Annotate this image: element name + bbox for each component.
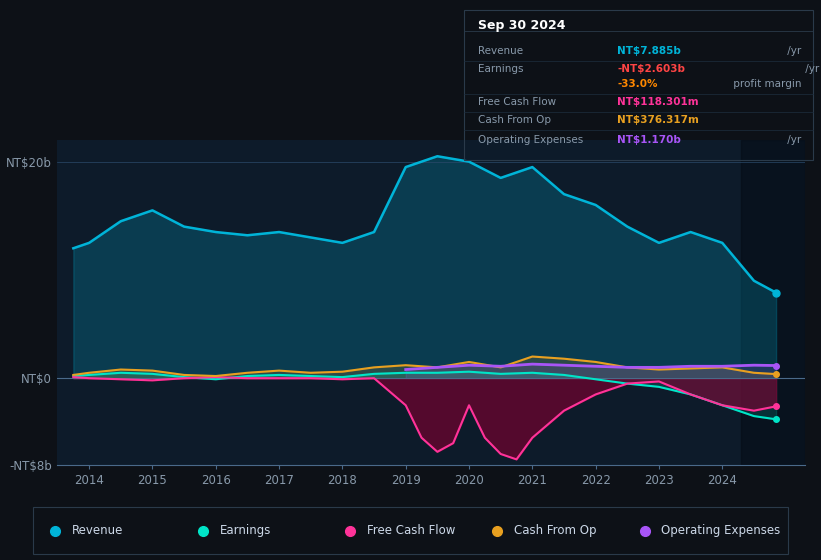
Text: Free Cash Flow: Free Cash Flow [478,97,556,108]
Text: /yr: /yr [784,135,801,145]
Text: Revenue: Revenue [478,45,523,55]
Text: NT$1.170b: NT$1.170b [617,135,681,145]
Text: Cash From Op: Cash From Op [514,524,597,537]
Text: -NT$2.603b: -NT$2.603b [617,64,686,74]
Text: NT$7.885b: NT$7.885b [617,45,681,55]
Text: Free Cash Flow: Free Cash Flow [367,524,455,537]
Text: Sep 30 2024: Sep 30 2024 [478,18,566,31]
Text: Earnings: Earnings [219,524,271,537]
Text: Operating Expenses: Operating Expenses [661,524,781,537]
Text: profit margin: profit margin [730,80,801,89]
Text: -33.0%: -33.0% [617,80,658,89]
Text: NT$376.317m: NT$376.317m [617,115,699,125]
Text: NT$118.301m: NT$118.301m [617,97,699,108]
Text: Revenue: Revenue [72,524,123,537]
Bar [741,140,805,465]
Text: /yr: /yr [784,45,801,55]
Text: Operating Expenses: Operating Expenses [478,135,583,145]
Text: Cash From Op: Cash From Op [478,115,551,125]
Text: /yr: /yr [802,64,819,74]
Text: Earnings: Earnings [478,64,523,74]
